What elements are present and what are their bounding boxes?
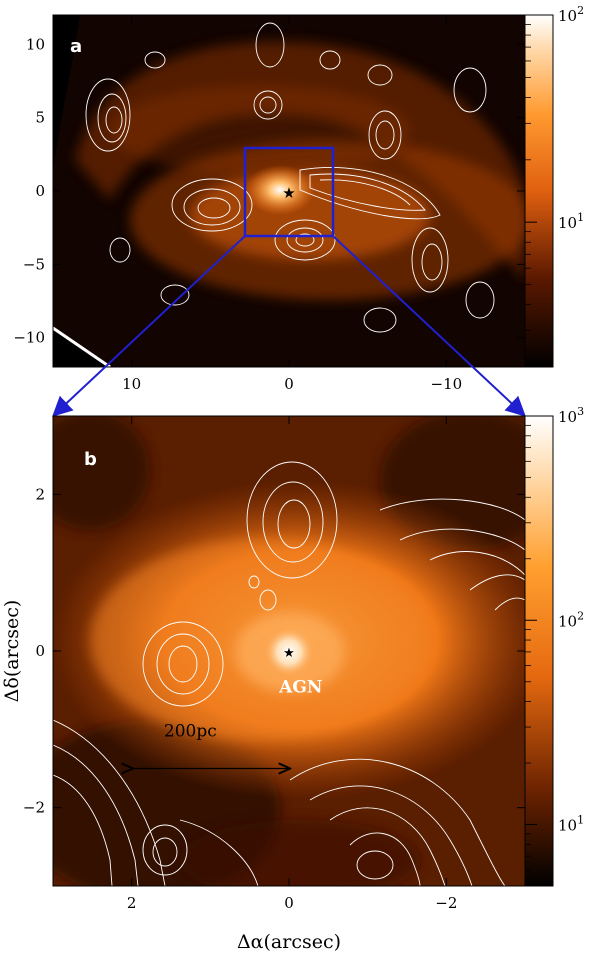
panel-a-label: a: [70, 36, 82, 57]
zoom-arrow-right: [332, 235, 526, 417]
x-tick-label-a-0: 10: [122, 375, 141, 393]
panel-a: 10 0 −10 10 5 0 −5 −10 a ★: [13, 14, 526, 393]
panel-b: 2 0 −2 2 0 −2 b ★ AGN 200pc Δα(arcsec) Δδ(arc…: [1, 415, 526, 953]
panel-a-image: [53, 15, 525, 367]
cb-tick-label-b-1: 102: [558, 609, 584, 630]
panel-b-image: [53, 416, 525, 886]
y-tick-label-b-1: 0: [35, 642, 45, 660]
x-tick-label-b-2: −2: [435, 894, 457, 912]
y-axis-label: Δδ(arcsec): [1, 600, 23, 703]
y-tick-label-a-3: −5: [23, 255, 45, 273]
panel-b-label: b: [84, 449, 97, 470]
x-tick-label-a-1: 0: [284, 375, 294, 393]
y-tick-label-a-1: 5: [35, 109, 45, 127]
cb-tick-label-a-1: 101: [558, 211, 584, 232]
panel-b-axes: 2 0 −2 2 0 −2: [23, 416, 525, 912]
colorbar-a-ticks: 102 101: [525, 4, 584, 331]
colorbar-a: 102 101: [524, 4, 584, 368]
center-star-b: ★: [283, 646, 295, 661]
y-tick-label-a-4: −10: [13, 329, 45, 347]
cb-tick-label-b-2: 101: [558, 814, 584, 835]
scale-bar-label: 200pc: [164, 722, 217, 742]
center-star-a: ★: [282, 184, 295, 202]
y-tick-label-a-0: 10: [26, 35, 45, 53]
zoom-box: [243, 146, 335, 238]
cb-tick-label-a-0: 102: [558, 4, 584, 25]
colorbar-b: 103 102 101: [524, 405, 584, 887]
panel-b-contours: [53, 461, 525, 886]
x-axis-label: Δα(arcsec): [237, 931, 341, 953]
cb-tick-label-b-0: 103: [558, 405, 584, 426]
panel-a-axes: 10 0 −10 10 5 0 −5 −10: [13, 15, 525, 393]
x-tick-label-a-2: −10: [431, 375, 463, 393]
zoom-arrow-left: [52, 235, 246, 417]
x-tick-label-b-1: 0: [284, 894, 294, 912]
y-tick-label-b-2: −2: [23, 799, 45, 817]
agn-annotation: AGN: [278, 677, 322, 697]
panel-a-contours: [85, 22, 495, 333]
y-tick-label-a-2: 0: [35, 182, 45, 200]
x-tick-label-b-0: 2: [127, 894, 137, 912]
y-tick-label-b-0: 2: [35, 485, 45, 503]
colorbar-b-ticks: 103 102 101: [525, 405, 584, 871]
